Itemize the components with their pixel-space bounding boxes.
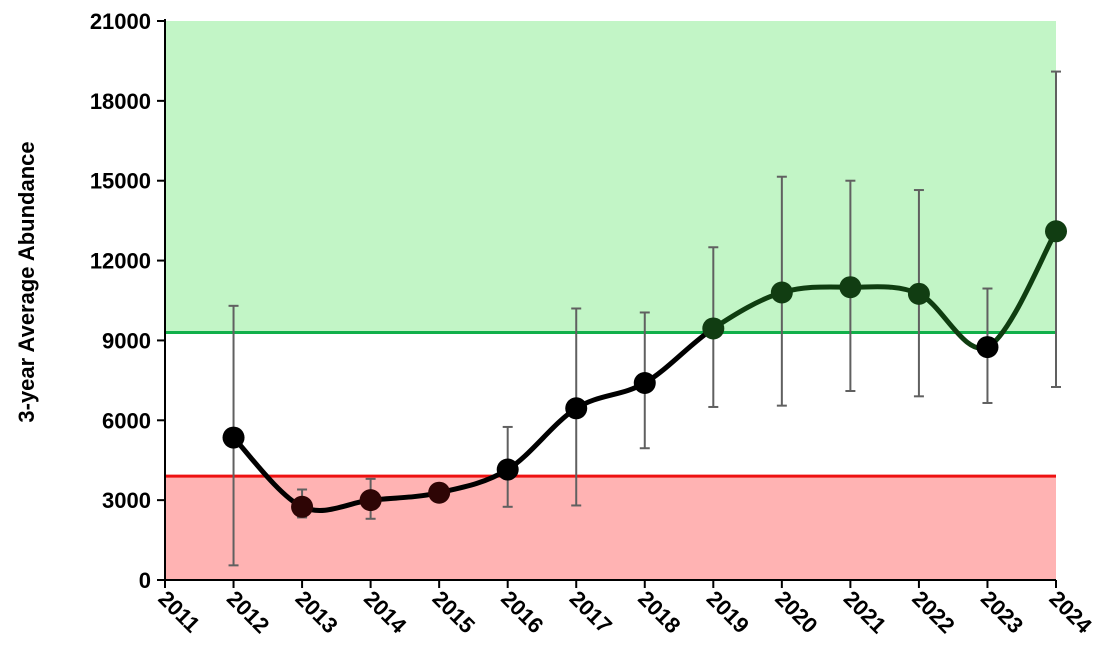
threshold-lines [165,330,1056,478]
data-point-2014 [359,489,382,512]
y-tick-label: 15000 [90,169,151,194]
x-tick-label: 2019 [702,586,754,638]
y-axis-ticks: 0 3000 6000 9000 12000 15000 18000 21000 [90,9,165,593]
x-tick-label: 2018 [633,586,685,638]
y-axis-title: 3-year Average Abundance [14,141,39,422]
data-points [222,220,1067,518]
series-line-segment [642,325,716,386]
x-tick-label: 2024 [1044,586,1097,639]
y-tick-label: 21000 [90,9,151,34]
y-tick-label: 12000 [90,249,151,274]
x-axis-ticks: 2011 2012 2013 2014 2015 2016 2017 2018 2019 2020… [153,580,1097,639]
y-tick-label: 9000 [102,328,151,353]
data-point-2012 [222,426,245,449]
x-tick-label: 2012 [222,586,274,638]
x-tick-label: 2013 [291,586,343,638]
x-tick-label: 2015 [428,586,480,638]
data-point-2015 [428,481,451,504]
x-tick-label: 2020 [770,586,822,638]
series-line-segment [505,405,579,473]
axes [164,19,1056,581]
data-point-2018 [633,372,656,395]
y-tick-label: 3000 [102,488,151,513]
data-point-2021 [839,276,862,299]
x-tick-label: 2016 [496,586,548,638]
data-point-2024 [1045,220,1067,243]
x-tick-label: 2017 [565,586,617,638]
threshold-bands [165,21,1056,580]
data-point-2016 [496,458,519,481]
threshold-band-1 [165,21,1056,333]
data-point-2020 [770,281,793,304]
y-tick-label: 6000 [102,408,151,433]
data-point-2013 [291,495,314,518]
data-point-2022 [907,282,930,305]
x-tick-label: 2022 [907,586,959,638]
x-tick-label: 2014 [359,586,412,639]
y-tick-label: 18000 [90,89,151,114]
data-point-2023 [976,336,999,359]
x-tick-label: 2021 [839,586,891,638]
data-point-2019 [702,317,725,340]
y-tick-label: 0 [139,568,151,593]
x-tick-label: 2023 [976,586,1028,638]
data-point-2017 [565,397,588,420]
x-tick-label: 2011 [153,586,204,637]
threshold-band-0 [165,476,1056,580]
